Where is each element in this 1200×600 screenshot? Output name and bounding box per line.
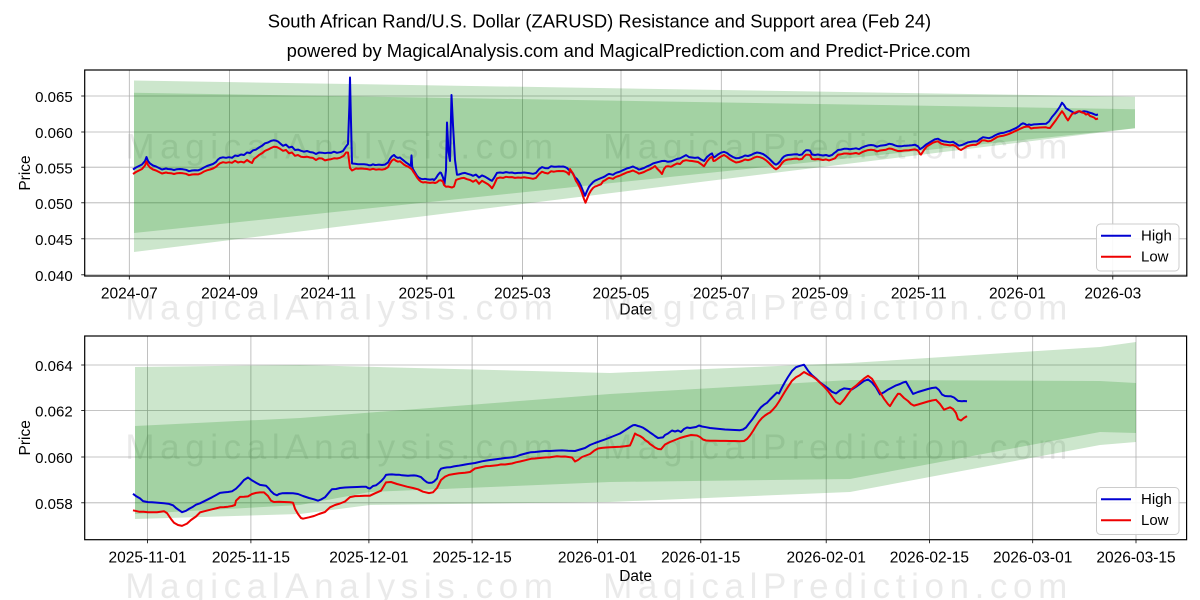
svg-text:0.060: 0.060 [35, 450, 73, 467]
svg-text:2025-09: 2025-09 [791, 286, 848, 303]
svg-text:2025-12-01: 2025-12-01 [329, 550, 408, 567]
svg-text:2026-01: 2026-01 [989, 286, 1046, 303]
svg-text:2026-03-01: 2026-03-01 [993, 550, 1072, 567]
svg-text:2024-09: 2024-09 [201, 286, 258, 303]
svg-text:2026-02-15: 2026-02-15 [890, 550, 969, 567]
svg-text:2026-03: 2026-03 [1084, 286, 1141, 303]
svg-text:0.040: 0.040 [35, 268, 73, 285]
svg-text:Date: Date [619, 568, 652, 585]
svg-text:Low: Low [1141, 249, 1169, 266]
svg-text:Date: Date [619, 302, 652, 319]
svg-text:2025-11-15: 2025-11-15 [212, 550, 290, 567]
svg-text:Low: Low [1141, 512, 1169, 529]
svg-text:0.065: 0.065 [35, 89, 73, 106]
svg-text:2025-01: 2025-01 [398, 286, 455, 303]
svg-text:2025-07: 2025-07 [693, 286, 750, 303]
svg-text:South African Rand/U.S. Dollar: South African Rand/U.S. Dollar (ZARUSD) … [268, 10, 931, 31]
svg-text:0.060: 0.060 [35, 125, 73, 142]
svg-text:0.045: 0.045 [35, 232, 73, 249]
svg-text:MagicalPrediction.com: MagicalPrediction.com [603, 128, 1073, 167]
svg-text:2025-12-15: 2025-12-15 [432, 550, 511, 567]
svg-text:2025-11: 2025-11 [891, 286, 947, 303]
svg-text:2024-07: 2024-07 [101, 286, 158, 303]
svg-text:MagicalAnalysis.com: MagicalAnalysis.com [125, 128, 558, 167]
svg-text:2026-02-01: 2026-02-01 [787, 550, 866, 567]
svg-text:0.058: 0.058 [35, 496, 73, 513]
svg-text:2026-01-01: 2026-01-01 [558, 550, 637, 567]
svg-text:MagicalAnalysis.com: MagicalAnalysis.com [125, 567, 558, 600]
svg-text:Price: Price [17, 420, 34, 455]
svg-text:0.064: 0.064 [35, 358, 73, 375]
svg-text:powered by MagicalAnalysis.com: powered by MagicalAnalysis.com and Magic… [287, 40, 971, 61]
svg-text:MagicalPrediction.com: MagicalPrediction.com [603, 428, 1073, 467]
svg-text:MagicalAnalysis.com: MagicalAnalysis.com [125, 288, 558, 327]
svg-text:2024-11: 2024-11 [300, 286, 356, 303]
svg-text:High: High [1141, 228, 1172, 245]
svg-text:2026-03-15: 2026-03-15 [1096, 550, 1175, 567]
svg-text:2025-11-01: 2025-11-01 [109, 550, 187, 567]
svg-text:2025-03: 2025-03 [494, 286, 551, 303]
svg-text:MagicalPrediction.com: MagicalPrediction.com [603, 288, 1073, 327]
svg-text:0.050: 0.050 [35, 196, 73, 213]
svg-text:2025-05: 2025-05 [593, 286, 650, 303]
svg-text:MagicalPrediction.com: MagicalPrediction.com [603, 567, 1073, 600]
svg-text:High: High [1141, 491, 1172, 508]
svg-text:0.062: 0.062 [35, 404, 73, 421]
svg-text:2026-01-15: 2026-01-15 [661, 550, 740, 567]
svg-text:0.055: 0.055 [35, 160, 73, 177]
svg-text:Price: Price [17, 155, 34, 190]
